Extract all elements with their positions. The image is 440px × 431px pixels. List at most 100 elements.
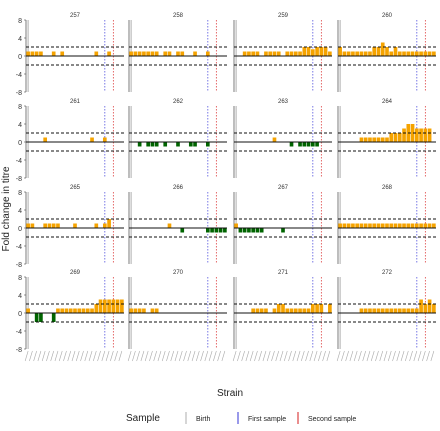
bar	[351, 223, 355, 228]
x-tick-mark	[375, 350, 379, 362]
bar	[298, 51, 302, 56]
x-tick-mark	[370, 350, 375, 362]
bar	[146, 142, 151, 147]
panel-270: 270	[127, 270, 227, 362]
bar	[427, 223, 432, 228]
x-tick-mark	[183, 350, 187, 362]
x-tick-mark	[336, 350, 341, 362]
panel-258: 258	[128, 13, 227, 92]
y-tick-label: 8	[18, 18, 22, 25]
x-tick-mark	[430, 350, 435, 362]
bar	[380, 308, 385, 313]
bar	[251, 308, 256, 313]
bar	[81, 308, 86, 313]
x-tick-mark	[271, 350, 275, 362]
x-tick-mark	[283, 350, 288, 362]
bar	[342, 51, 347, 56]
x-tick-mark	[322, 350, 326, 362]
bar	[380, 223, 385, 228]
bar	[419, 223, 423, 228]
bar	[180, 228, 185, 233]
bar	[51, 223, 56, 228]
bar	[402, 223, 406, 228]
panel-label: 257	[70, 13, 81, 19]
bar	[60, 51, 65, 56]
bar	[154, 308, 159, 313]
x-tick-mark	[46, 350, 50, 362]
bar	[163, 51, 168, 56]
x-tick-mark	[405, 350, 409, 362]
bar	[389, 223, 394, 228]
bar	[251, 228, 256, 233]
x-tick-mark	[54, 350, 59, 362]
bar	[205, 228, 210, 233]
bar	[272, 51, 277, 56]
x-tick-mark	[221, 350, 226, 362]
bar	[406, 51, 411, 56]
bar	[414, 223, 419, 228]
y-tick-label: -8	[16, 347, 22, 354]
x-tick-mark	[213, 350, 217, 362]
bar	[368, 137, 372, 142]
bar	[410, 51, 415, 56]
bar	[94, 304, 99, 313]
x-tick-mark	[379, 350, 384, 362]
bar	[410, 308, 415, 313]
bar	[289, 142, 294, 147]
bar	[323, 47, 328, 56]
bar	[423, 304, 428, 313]
bar	[427, 128, 432, 142]
bar	[264, 308, 268, 313]
bar	[363, 137, 368, 142]
panel-272: 272	[336, 270, 436, 362]
panel-label: 258	[173, 13, 184, 19]
panel-label: 263	[278, 99, 289, 105]
x-tick-mark	[279, 350, 284, 362]
bar	[376, 223, 381, 228]
bar	[285, 308, 290, 313]
x-tick-mark	[237, 350, 241, 362]
x-tick-mark	[422, 350, 426, 362]
bar	[102, 223, 107, 228]
panel-label: 268	[382, 185, 393, 191]
bar	[289, 308, 294, 313]
bar	[372, 47, 377, 56]
bar	[255, 228, 260, 233]
bar	[359, 137, 364, 142]
x-tick-mark	[93, 350, 97, 362]
bar	[154, 51, 159, 56]
x-tick-mark	[149, 350, 153, 362]
x-tick-mark	[245, 350, 250, 362]
x-tick-mark	[75, 350, 80, 362]
x-tick-mark	[80, 350, 84, 362]
bar	[406, 223, 411, 228]
panel-label: 261	[70, 99, 81, 105]
bar	[427, 51, 432, 56]
bar	[368, 51, 372, 56]
panel-label: 271	[278, 270, 289, 276]
bar	[94, 51, 99, 56]
bar	[397, 308, 402, 313]
bar	[115, 299, 120, 313]
panel-268: 268	[337, 185, 436, 264]
bar	[372, 308, 377, 313]
bar	[242, 228, 247, 233]
bar	[34, 313, 39, 322]
bar	[380, 42, 385, 56]
bar	[137, 308, 142, 313]
bar	[397, 133, 402, 142]
chart-panels: 257 -8 -4 0 4 8 258 259 260 261 -8 -4 0 4 8 262 263 264 26…	[16, 13, 436, 362]
x-tick-mark	[174, 350, 179, 362]
bar	[419, 128, 423, 142]
bar	[328, 304, 332, 313]
x-tick-mark	[67, 350, 72, 362]
bar	[107, 219, 111, 228]
x-tick-mark	[136, 350, 140, 362]
bar	[39, 313, 43, 322]
panel-label: 269	[70, 270, 81, 276]
bar	[234, 223, 238, 228]
x-tick-mark	[157, 350, 162, 362]
bar	[242, 51, 247, 56]
bar	[150, 51, 155, 56]
